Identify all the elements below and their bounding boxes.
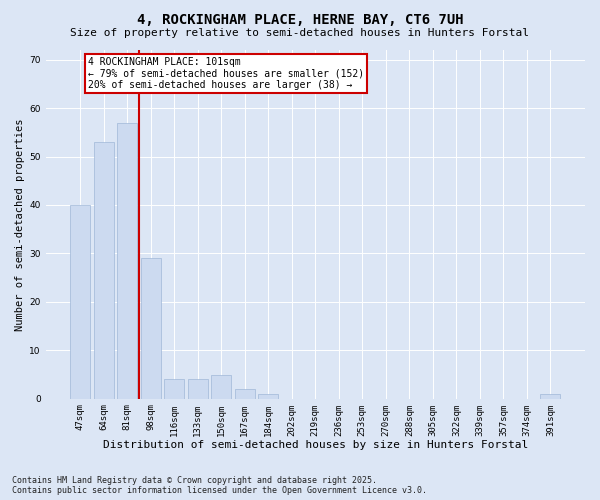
Text: 4, ROCKINGHAM PLACE, HERNE BAY, CT6 7UH: 4, ROCKINGHAM PLACE, HERNE BAY, CT6 7UH bbox=[137, 12, 463, 26]
Bar bbox=[140, 258, 161, 398]
Bar bbox=[117, 122, 137, 398]
Text: 4 ROCKINGHAM PLACE: 101sqm
← 79% of semi-detached houses are smaller (152)
20% o: 4 ROCKINGHAM PLACE: 101sqm ← 79% of semi… bbox=[88, 58, 364, 90]
Bar bbox=[541, 394, 560, 398]
Bar bbox=[258, 394, 278, 398]
Text: Size of property relative to semi-detached houses in Hunters Forstal: Size of property relative to semi-detach… bbox=[71, 28, 530, 38]
Bar bbox=[211, 374, 231, 398]
Bar bbox=[70, 205, 90, 398]
Bar bbox=[94, 142, 113, 399]
X-axis label: Distribution of semi-detached houses by size in Hunters Forstal: Distribution of semi-detached houses by … bbox=[103, 440, 528, 450]
Y-axis label: Number of semi-detached properties: Number of semi-detached properties bbox=[15, 118, 25, 330]
Bar bbox=[164, 380, 184, 398]
Bar bbox=[235, 389, 254, 398]
Bar bbox=[188, 380, 208, 398]
Text: Contains HM Land Registry data © Crown copyright and database right 2025.
Contai: Contains HM Land Registry data © Crown c… bbox=[12, 476, 427, 495]
